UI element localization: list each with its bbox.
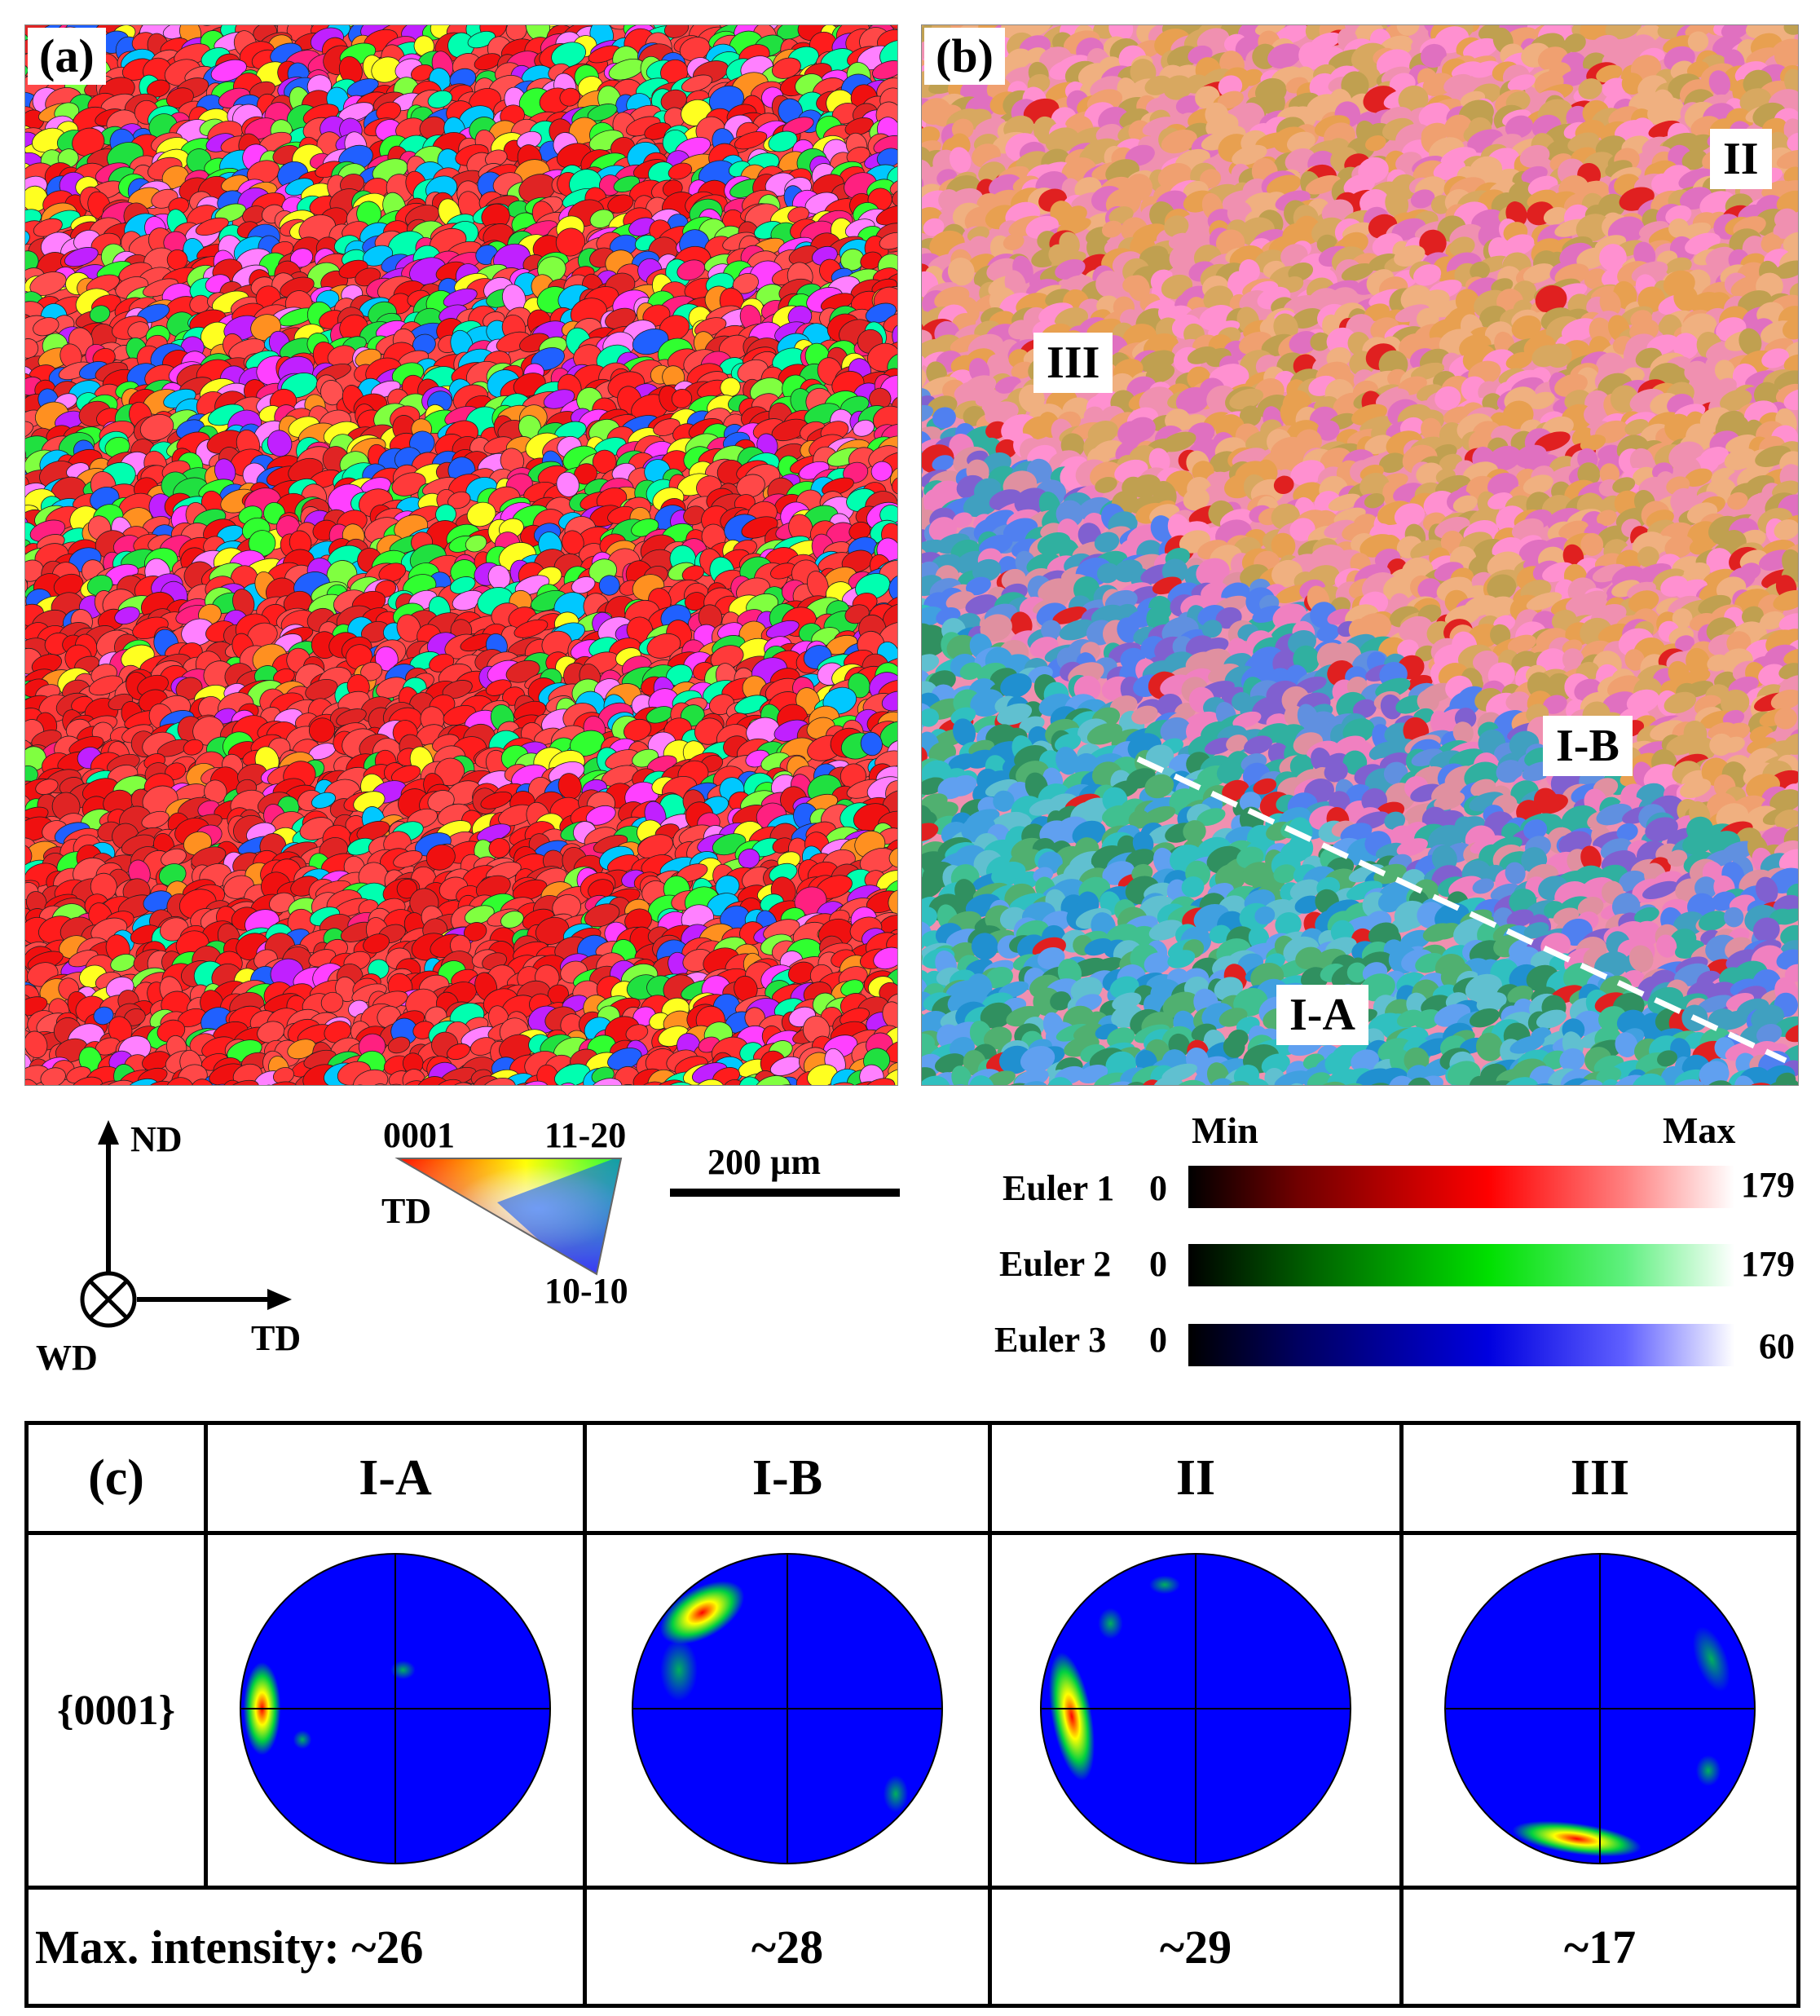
euler-map [921,24,1799,1086]
column-header-ib: I-B [583,1421,992,1535]
max-intensity-iii: ~17 [1399,1886,1800,2008]
ipf-color-key-icon [394,1158,623,1276]
region-iii-label: III [1033,333,1113,393]
euler-3-max: 60 [1759,1326,1795,1366]
ipf-map [24,24,898,1086]
euler-1-label: Euler 1 [1003,1168,1115,1208]
pole-figure-table: (c) I-A I-B II III {0001} Max. intensity… [24,1421,1800,2008]
max-intensity-ii: ~29 [988,1886,1404,2008]
max-intensity-ia: Max. intensity: ~26 [24,1886,587,2008]
pole-figure-ia [204,1531,587,1890]
panel-b-label: (b) [924,28,1005,85]
pole-figure-ii [988,1531,1404,1890]
pole-figure-iii [1399,1531,1800,1890]
euler-2-min: 0 [1149,1244,1167,1284]
region-boundary-dashed-line [1136,756,1787,1064]
pole-figure-ib [583,1531,992,1890]
panel-c-label: (c) [24,1421,208,1535]
panel-a-label: (a) [28,28,106,85]
euler-1-gradient-bar [1188,1166,1734,1208]
ipf-key-10-10-label: 10-10 [544,1271,628,1311]
column-header-iii: III [1399,1421,1800,1535]
euler-3-label: Euler 3 [994,1320,1107,1360]
max-intensity-ib: ~28 [583,1886,992,2008]
euler-1-min: 0 [1149,1168,1167,1208]
scale-bar [670,1189,900,1197]
euler-max-label: Max [1663,1109,1736,1151]
euler-1-max: 179 [1741,1165,1795,1205]
euler-2-gradient-bar [1188,1244,1734,1286]
euler-2-max: 179 [1741,1244,1795,1284]
row-label-0001: {0001} [24,1531,208,1890]
nd-axis-label: ND [130,1119,183,1159]
ipf-grain-map [25,25,897,1085]
column-header-ia: I-A [204,1421,587,1535]
scale-bar-label: 200 µm [707,1142,822,1182]
region-ia-label: I-A [1276,985,1368,1045]
euler-min-label: Min [1192,1109,1258,1151]
ipf-key-td-label: TD [381,1191,432,1231]
column-header-ii: II [988,1421,1404,1535]
euler-3-min: 0 [1149,1320,1167,1360]
td-axis-label: TD [251,1318,302,1358]
region-ii-label: II [1710,129,1772,189]
euler-grain-map [922,25,1798,1085]
sample-axes-diagram [80,1120,292,1328]
region-ib-label: I-B [1543,716,1633,776]
euler-2-label: Euler 2 [999,1244,1112,1284]
euler-3-gradient-bar [1188,1324,1734,1366]
wd-axis-label: WD [36,1338,98,1378]
ipf-key-0001-label: 0001 [383,1115,455,1155]
ipf-key-11-20-label: 11-20 [544,1115,627,1155]
